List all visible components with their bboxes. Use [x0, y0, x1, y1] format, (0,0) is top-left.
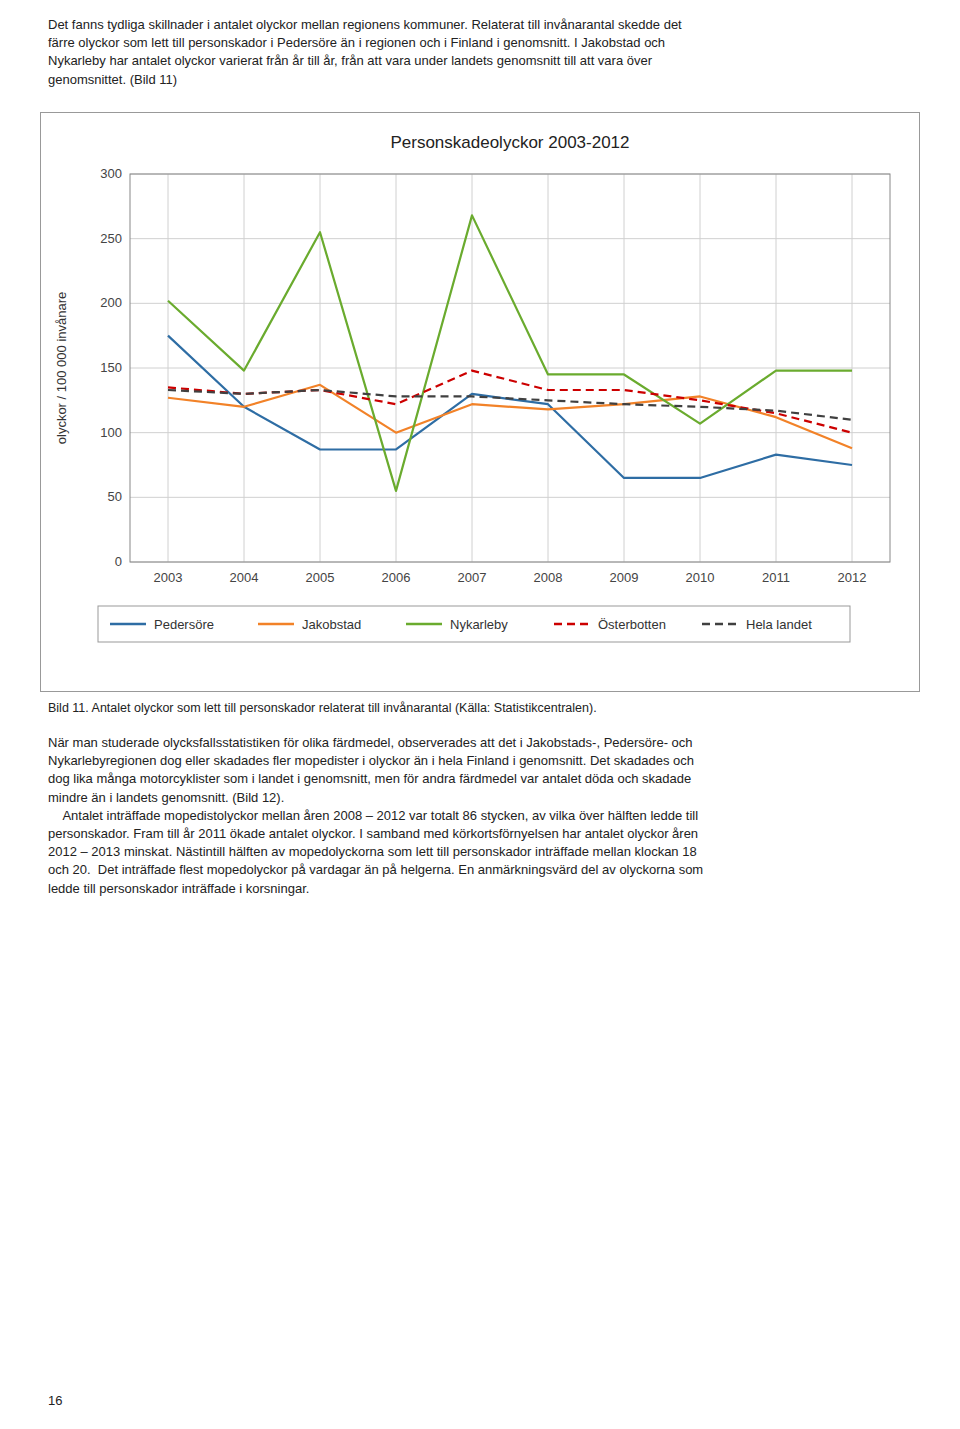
x-tick-label: 2005	[306, 570, 335, 585]
plot-frame	[130, 174, 890, 562]
x-grid-line	[624, 174, 625, 562]
x-tick-label: 2007	[458, 570, 487, 585]
series-line	[168, 371, 852, 433]
y-tick-label: 200	[100, 295, 122, 310]
page-number: 16	[48, 1392, 928, 1410]
y-tick-label: 150	[100, 360, 122, 375]
legend-frame	[98, 606, 850, 642]
legend-swatch	[554, 623, 590, 626]
legend-label: Jakobstad	[302, 617, 361, 632]
legend-label: Nykarleby	[450, 617, 508, 632]
series-line	[168, 385, 852, 448]
caption: Bild 11. Antalet olyckor som lett till p…	[48, 700, 928, 718]
y-axis-label: olyckor / 100 000 invånare	[54, 292, 69, 444]
chart-title: Personskadeolyckor 2003-2012	[390, 133, 629, 152]
chart-border	[41, 113, 920, 692]
series-lines	[168, 215, 852, 490]
legend-swatch	[702, 623, 738, 626]
y-tick-label: 0	[115, 554, 122, 569]
x-tick-label: 2004	[230, 570, 259, 585]
series-line	[168, 390, 852, 420]
text-below: När man studerade olycksfallsstatistiken…	[48, 734, 928, 898]
x-grid-line	[548, 174, 549, 562]
series-line	[168, 336, 852, 478]
legend-label: Pedersöre	[154, 617, 214, 632]
x-tick-label: 2003	[154, 570, 183, 585]
x-grid-line	[472, 174, 473, 562]
text-above: Det fanns tydliga skillnader i antalet o…	[48, 16, 928, 89]
chart: Personskadeolyckor 2003-2012 olyckor / 10…	[40, 112, 920, 692]
legend-swatch	[110, 623, 146, 626]
legend-label: Hela landet	[746, 617, 812, 632]
series-line	[168, 215, 852, 490]
x-tick-label: 2011	[762, 570, 790, 585]
x-grid-line	[776, 174, 777, 562]
y-tick-label: 250	[100, 231, 122, 246]
x-grid-line	[852, 174, 853, 562]
x-tick-label: 2012	[838, 570, 867, 585]
legend-swatch	[258, 623, 294, 626]
legend-swatch	[406, 623, 442, 626]
legend: Pedersöre Jakobstad Nykarleby Österbotten He…	[98, 606, 850, 642]
grid	[130, 174, 890, 562]
x-tick-label: 2006	[382, 570, 411, 585]
x-grid-line	[168, 174, 169, 562]
x-tick-label: 2009	[610, 570, 639, 585]
x-grid-line	[700, 174, 701, 562]
legend-label: Österbotten	[598, 617, 666, 632]
x-tick-label: 2008	[534, 570, 563, 585]
y-tick-label: 100	[100, 425, 122, 440]
x-grid-line	[396, 174, 397, 562]
y-tick-label: 300	[100, 166, 122, 181]
x-tick-label: 2010	[686, 570, 715, 585]
y-tick-label: 50	[108, 489, 122, 504]
